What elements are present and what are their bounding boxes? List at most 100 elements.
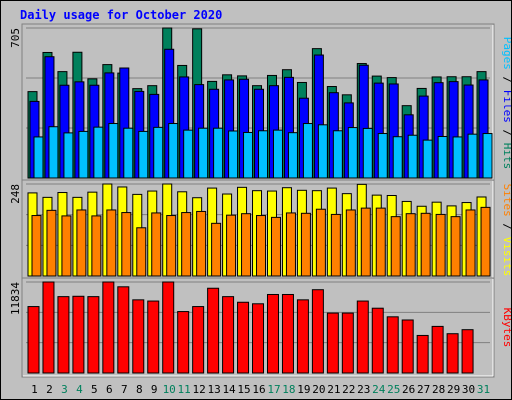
sites-bar: [121, 212, 132, 277]
sites-bar: [226, 214, 237, 277]
pages-bar: [33, 136, 44, 179]
sites-bar: [91, 215, 102, 277]
sites-bar: [151, 212, 162, 277]
kbytes-bar: [296, 299, 309, 374]
kbytes-bar: [371, 307, 384, 374]
day-tick-label: 8: [136, 383, 143, 396]
y-max-label: 705: [9, 28, 22, 48]
pages-bar: [272, 129, 283, 179]
kbytes-bar: [431, 325, 444, 374]
sites-bar: [256, 215, 267, 277]
pages-bar: [317, 124, 328, 179]
pages-bar: [108, 123, 119, 179]
day-tick-label: 15: [237, 383, 250, 396]
pages-bar: [213, 127, 224, 179]
day-tick-label: 17: [267, 383, 280, 396]
pages-bar: [93, 126, 104, 179]
day-tick-label: 30: [462, 383, 475, 396]
sites-bar: [241, 213, 252, 277]
day-tick-label: 24: [372, 383, 386, 396]
legend-entry: /: [501, 217, 511, 237]
day-tick-label: 21: [327, 383, 340, 396]
sites-bar: [435, 213, 446, 277]
kbytes-bar: [192, 306, 205, 374]
kbytes-bar: [281, 293, 294, 374]
kbytes-bar: [266, 293, 279, 374]
sites-bar: [31, 215, 42, 277]
kbytes-bar: [401, 319, 414, 374]
legend-entry: /: [501, 123, 511, 143]
day-tick-label: 14: [222, 383, 236, 396]
pages-bar: [422, 139, 433, 179]
sites-bar: [270, 216, 281, 277]
sites-bar: [76, 209, 87, 277]
kbytes-bar: [102, 281, 115, 374]
day-tick-label: 1: [31, 383, 38, 396]
sites-bar: [360, 207, 371, 277]
day-tick-label: 11: [178, 383, 191, 396]
sites-bar: [300, 212, 311, 277]
pages-bar: [168, 123, 179, 179]
kbytes-bar: [42, 281, 55, 374]
day-tick-label: 25: [387, 383, 400, 396]
kbytes-bar: [416, 334, 429, 374]
sites-bar: [136, 227, 147, 277]
sites-bar: [285, 212, 296, 277]
day-tick-label: 6: [106, 383, 113, 396]
pages-bar: [123, 127, 134, 179]
legend-entry: Hits: [501, 143, 511, 170]
pages-bar: [452, 136, 463, 179]
kbytes-bar: [72, 295, 85, 374]
sites-bar: [181, 212, 192, 277]
legend-entry: Visits: [501, 237, 511, 277]
legend-entry: Sites: [501, 184, 511, 217]
pages-bar: [258, 130, 269, 179]
kbytes-bar: [27, 306, 40, 374]
day-tick-label: 20: [312, 383, 325, 396]
day-tick-label: 12: [193, 383, 206, 396]
day-tick-label: 4: [76, 383, 83, 396]
pages-bar: [228, 130, 239, 179]
day-tick-label: 7: [121, 383, 128, 396]
series-legend: Pages / Files / Hits: [501, 37, 511, 170]
day-tick-label: 5: [91, 383, 98, 396]
chart-title: Daily usage for October 2020: [20, 8, 222, 22]
kbytes-bar: [461, 329, 474, 374]
series-legend: KBytes: [501, 308, 511, 348]
day-tick-label: 13: [207, 383, 220, 396]
day-tick-label: 16: [252, 383, 265, 396]
sites-bar: [315, 208, 326, 277]
pages-bar: [437, 136, 448, 179]
kbytes-bar: [311, 289, 324, 374]
pages-bar: [183, 129, 194, 179]
sites-bar: [375, 207, 386, 277]
kbytes-bar: [341, 312, 354, 374]
pages-bar: [138, 130, 149, 179]
sites-bar: [106, 209, 117, 277]
kbytes-bar: [162, 281, 175, 374]
legend-entry: Files: [501, 90, 511, 123]
sites-bar: [465, 209, 476, 277]
sites-bar: [390, 216, 401, 277]
pages-bar: [362, 127, 373, 179]
day-tick-label: 9: [151, 383, 158, 396]
kbytes-bar: [326, 312, 339, 374]
pages-bar: [63, 132, 74, 179]
day-tick-label: 3: [61, 383, 68, 396]
sites-bar: [330, 213, 341, 277]
day-tick-label: 10: [163, 383, 176, 396]
pages-bar: [482, 133, 493, 179]
day-tick-label: 23: [357, 383, 370, 396]
sites-bar: [196, 210, 207, 277]
sites-bar: [166, 215, 177, 277]
day-tick-label: 2: [46, 383, 53, 396]
pages-bar: [332, 130, 343, 179]
pages-bar: [48, 126, 59, 179]
sites-bar: [46, 209, 57, 277]
sites-bar: [405, 213, 416, 277]
kbytes-bar: [222, 296, 235, 374]
day-tick-label: 29: [447, 383, 460, 396]
kbytes-bar: [237, 301, 250, 374]
day-tick-label: 22: [342, 383, 355, 396]
